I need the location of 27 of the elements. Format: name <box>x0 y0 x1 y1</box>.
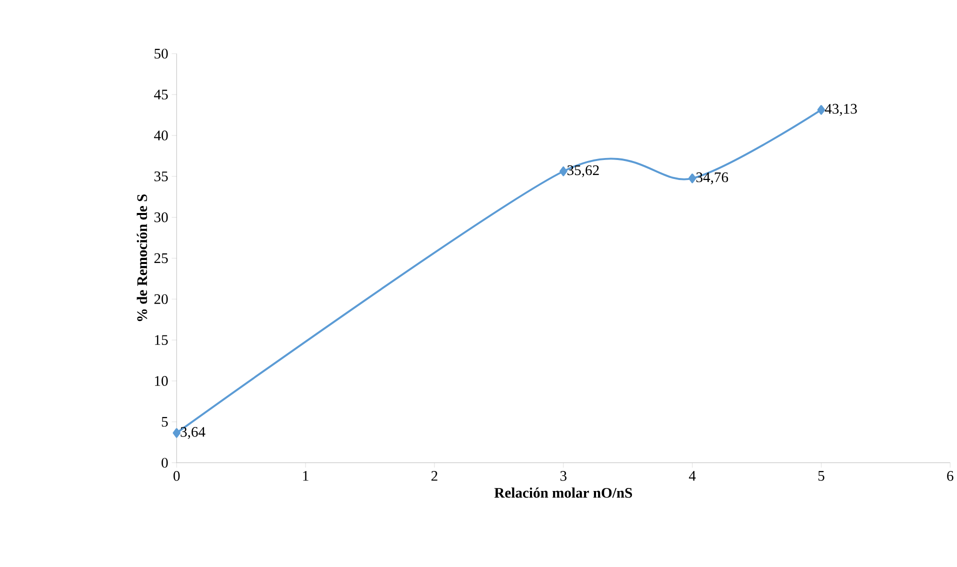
y-tick-label: 25 <box>154 253 168 263</box>
x-tick-label: 6 <box>947 470 954 481</box>
x-tick-label: 0 <box>174 470 180 481</box>
y-tick-label: 35 <box>154 171 168 182</box>
data-label: 43,13 <box>824 104 857 116</box>
x-tick-label: 5 <box>818 470 824 480</box>
y-tick-label: 30 <box>154 212 168 222</box>
data-label: 3,64 <box>180 426 206 439</box>
x-tick-label: 1 <box>303 470 308 480</box>
y-tick-label: 10 <box>155 376 168 386</box>
x-axis-title: Relación molar nO/nS <box>494 487 632 498</box>
point <box>688 173 696 183</box>
point <box>172 428 181 438</box>
x-tick-label: 4 <box>688 470 696 480</box>
x-tick-label: 2 <box>431 470 438 480</box>
y-tick-label: 20 <box>154 294 168 304</box>
y-axis-title: % de Remoción de S <box>136 194 148 321</box>
y-tick-label: 45 <box>154 89 168 100</box>
data-label: 34,76 <box>696 172 728 184</box>
data-label: 35,62 <box>567 165 599 178</box>
y-tick-label: 40 <box>154 130 168 140</box>
y-tick-label: 15 <box>155 334 168 345</box>
x-tick-label: 3 <box>560 470 566 481</box>
y-tick-label: 5 <box>162 416 168 426</box>
y-tick-label: 0 <box>162 458 168 468</box>
point <box>560 166 568 176</box>
y-tick-label: 50 <box>154 48 168 58</box>
